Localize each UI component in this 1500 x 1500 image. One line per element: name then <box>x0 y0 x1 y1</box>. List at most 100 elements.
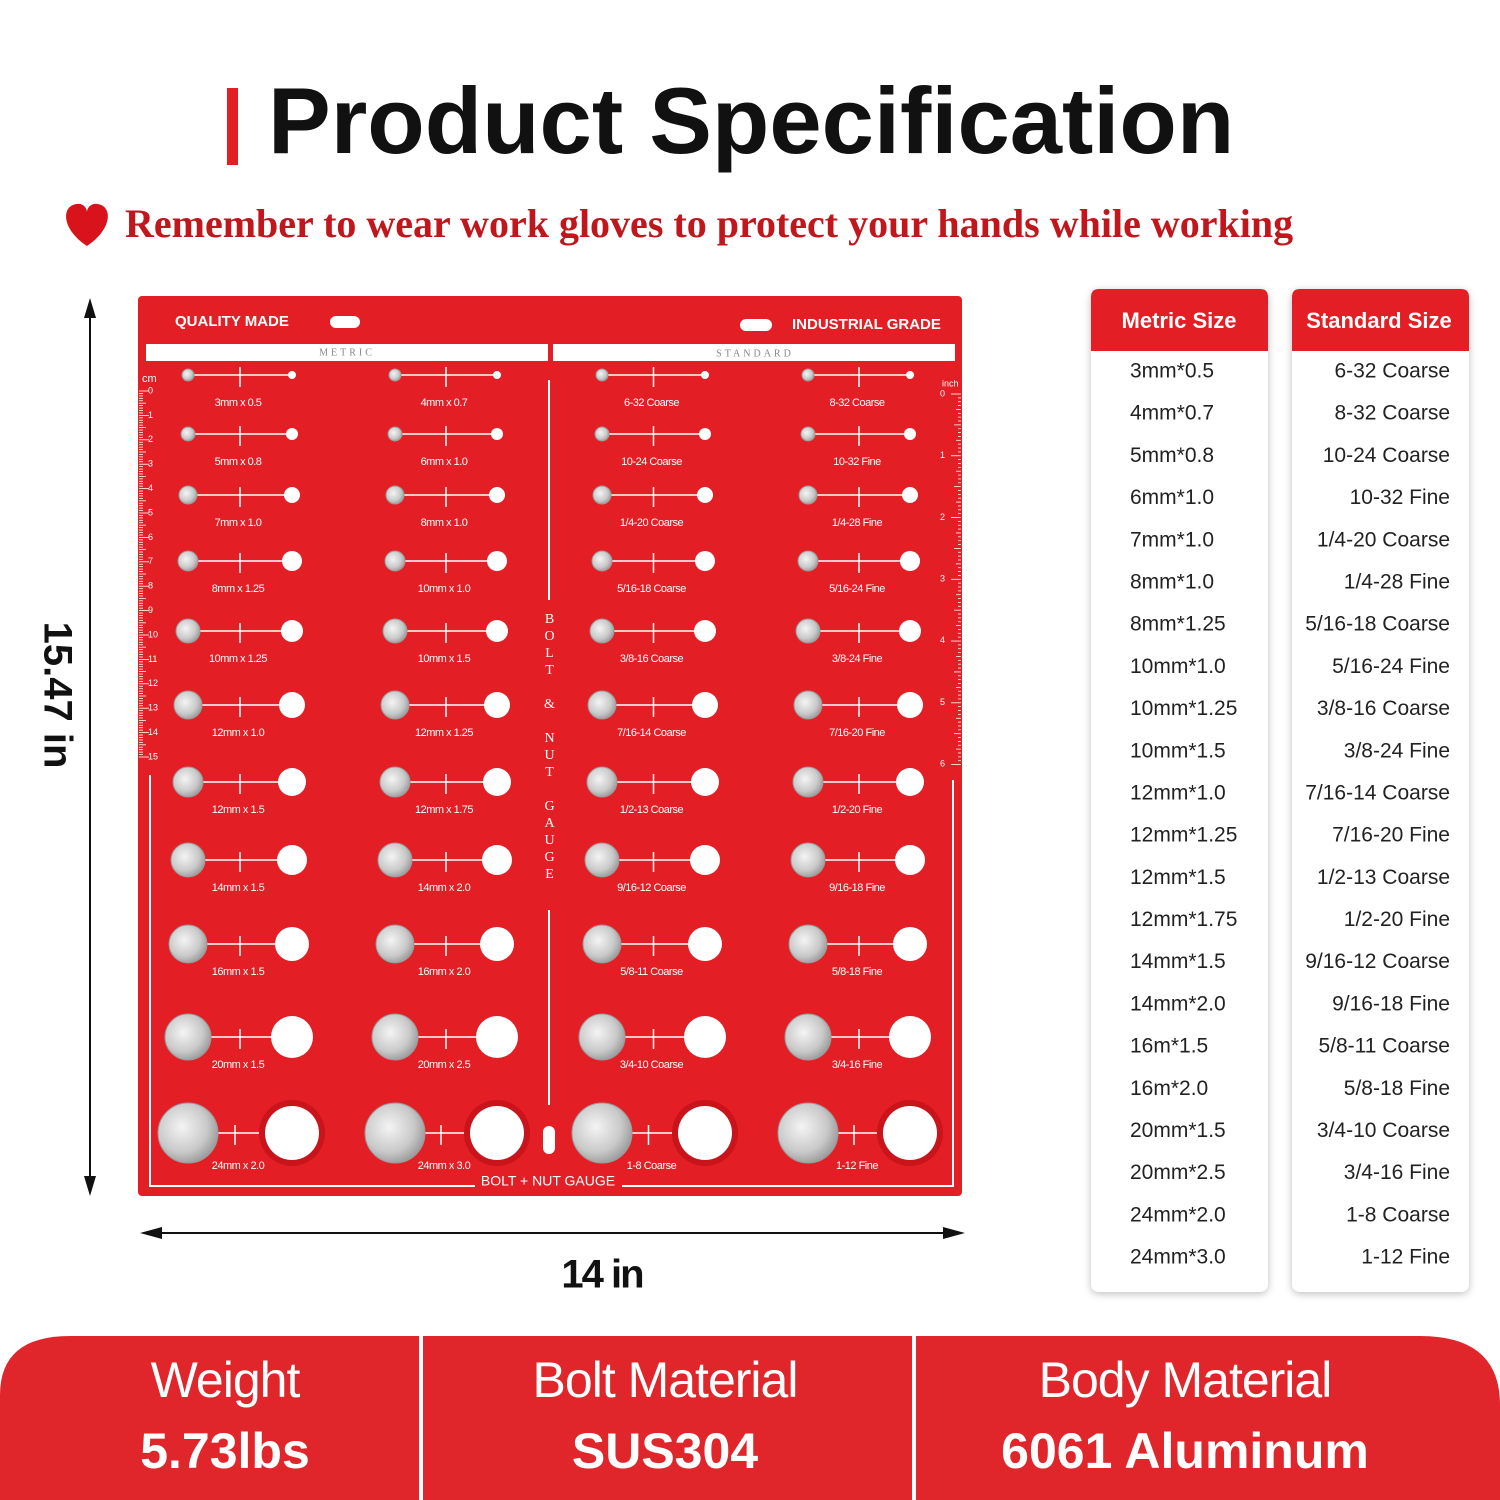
spec-value: 6061 Aluminum <box>1001 1423 1369 1479</box>
board-body <box>138 296 962 1196</box>
inch-unit: inch <box>942 378 959 388</box>
gauge-board: QUALITY MADE INDUSTRIAL GRADE METRIC STA… <box>138 296 962 1196</box>
bolt <box>793 690 823 720</box>
nut-hole <box>906 371 914 379</box>
bolt <box>587 690 617 720</box>
table-row: 1/2-20 Fine <box>1344 908 1450 931</box>
metric-header: METRIC <box>319 347 375 358</box>
nut-hole <box>688 927 722 961</box>
header-strip <box>553 344 955 361</box>
bolt <box>788 924 828 964</box>
gauge-label: 5/16-18 Coarse <box>617 583 686 595</box>
gauge-label: 7/16-20 Fine <box>829 727 885 739</box>
bolt <box>168 924 208 964</box>
spec-value: SUS304 <box>572 1423 758 1479</box>
nut-hole <box>489 487 505 503</box>
gauge-label: 1/4-20 Coarse <box>620 517 684 529</box>
ruler-inch-label: 5 <box>940 697 945 707</box>
bolt <box>801 368 815 382</box>
side-label: BOLT & NUT GAUGE <box>542 612 557 884</box>
gauge-label: 1/4-28 Fine <box>832 517 883 529</box>
nut-hole <box>286 428 298 440</box>
ruler-cm-label: 0 <box>148 385 153 395</box>
bolt <box>591 550 613 572</box>
table-row: 5/16-24 Fine <box>1332 655 1450 678</box>
nut-hole <box>470 1106 524 1160</box>
bolt <box>164 1013 212 1061</box>
table-row: 3/4-16 Fine <box>1344 1161 1450 1184</box>
table-row: 4mm*0.7 <box>1130 402 1214 425</box>
gauge-label: 16mm x 1.5 <box>212 966 265 978</box>
ruler-inch-label: 0 <box>940 388 945 398</box>
bolt <box>388 368 402 382</box>
ruler-cm-label: 11 <box>148 654 157 664</box>
table-row: 14mm*2.0 <box>1130 992 1226 1015</box>
table-row: 12mm*1.5 <box>1130 866 1226 889</box>
table-row: 9/16-18 Fine <box>1332 992 1450 1015</box>
nut-hole <box>277 845 307 875</box>
nut-hole <box>699 428 711 440</box>
bolt <box>382 618 408 644</box>
nut-hole <box>279 692 305 718</box>
table-header: Standard Size <box>1306 308 1451 333</box>
ruler-cm-label: 10 <box>148 629 158 639</box>
bolt <box>571 1102 633 1164</box>
table-row: 3mm*0.5 <box>1130 360 1214 383</box>
bolt <box>177 550 199 572</box>
nut-hole <box>282 551 302 571</box>
bolt <box>578 1013 626 1061</box>
bolt <box>792 766 824 798</box>
gauge-label: 16mm x 2.0 <box>418 966 471 978</box>
gauge-label: 10mm x 1.25 <box>209 653 267 665</box>
gauge-label: 12mm x 1.5 <box>212 804 265 816</box>
nut-hole <box>278 768 306 796</box>
ruler-cm-label: 1 <box>148 410 153 420</box>
nut-hole <box>265 1106 319 1160</box>
table-row: 12mm*1.75 <box>1130 908 1237 931</box>
width-label: 14 in <box>561 1253 642 1297</box>
table-row: 1/4-28 Fine <box>1344 570 1450 593</box>
gauge-label: 1-8 Coarse <box>627 1160 677 1172</box>
bolt <box>175 618 201 644</box>
table-row: 5/8-18 Fine <box>1344 1077 1450 1100</box>
title-bar <box>227 88 238 165</box>
nut-hole <box>483 768 511 796</box>
bolt <box>364 1102 426 1164</box>
table-row: 9/16-12 Coarse <box>1305 950 1450 973</box>
gauge-label: 24mm x 2.0 <box>212 1160 265 1172</box>
table-row: 6-32 Coarse <box>1334 360 1450 383</box>
bolt <box>178 485 198 505</box>
bolt <box>798 485 818 505</box>
ruler-cm-label: 6 <box>148 532 153 542</box>
bolt <box>777 1102 839 1164</box>
metric-table: Metric Size <box>1091 289 1268 1292</box>
nut-hole <box>701 371 709 379</box>
bolt <box>790 842 826 878</box>
ruler-cm-label: 9 <box>148 605 153 615</box>
standard-header: STANDARD <box>716 348 794 359</box>
ruler-cm-label: 13 <box>148 703 158 713</box>
bolt <box>180 426 196 442</box>
bolt <box>377 842 413 878</box>
gauge-label: 3/4-16 Fine <box>832 1059 883 1071</box>
gauge-label: 10-32 Fine <box>833 456 881 468</box>
table-row: 1/4-20 Coarse <box>1317 528 1450 551</box>
ruler-cm-label: 4 <box>148 483 153 493</box>
slot <box>330 316 360 328</box>
ruler-cm-label: 2 <box>148 434 153 444</box>
table-row: 8mm*1.25 <box>1130 613 1226 636</box>
nut-hole <box>895 845 925 875</box>
ruler-cm-label: 8 <box>148 581 153 591</box>
header-strip <box>146 344 548 361</box>
table-row: 5/8-11 Coarse <box>1318 1035 1450 1058</box>
gauge-label: 1/2-20 Fine <box>832 804 883 816</box>
gauge-label: 10mm x 1.5 <box>418 653 471 665</box>
table-header-bg <box>1091 289 1268 351</box>
gauge-label: 5/16-24 Fine <box>829 583 885 595</box>
table-row: 16m*1.5 <box>1130 1035 1208 1058</box>
nut-hole <box>691 768 719 796</box>
top-left-label: QUALITY MADE <box>175 313 289 330</box>
gauge-label: 1-12 Fine <box>836 1160 878 1172</box>
spec-band <box>0 1336 1500 1500</box>
